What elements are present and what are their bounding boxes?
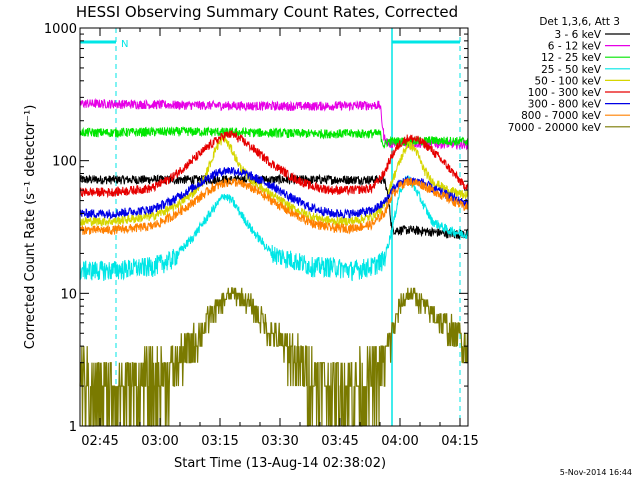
series-lines [79,97,469,427]
legend-label: 6 - 12 keV [548,41,602,53]
night-label: N [121,39,128,50]
y-tick-label: 100 [52,155,77,170]
y-tick-label: 10 [60,287,77,302]
x-tick-label: 03:00 [141,434,178,449]
y-axis-label: Corrected Count Rate (s⁻¹ detector⁻¹) [23,105,38,350]
series-line [79,130,469,199]
series-line [79,287,469,427]
x-tick-label: 04:00 [381,434,418,449]
legend-title: Det 1,3,6, Att 3 [539,16,620,28]
legend-label: 25 - 50 keV [541,64,602,76]
legend-label: 100 - 300 keV [528,87,602,99]
x-tick-label: 02:45 [81,434,118,449]
series-line [79,133,469,228]
legend-label: 12 - 25 keV [541,52,602,64]
legend-label: 300 - 800 keV [528,99,602,111]
x-tick-label: 03:45 [321,434,358,449]
x-tick-label: 04:15 [441,434,478,449]
series-line [79,177,469,236]
legend-label: 800 - 7000 keV [521,110,602,122]
chart-title: HESSI Observing Summary Count Rates, Cor… [76,3,458,21]
legend-label: 50 - 100 keV [534,75,601,87]
legend-label: 7000 - 20000 keV [508,122,602,134]
legend-label: 3 - 6 keV [554,29,601,41]
plot-frame [79,27,469,427]
x-tick-label: 03:30 [261,434,298,449]
footer-date: 5-Nov-2014 16:44 [560,468,632,477]
series-line [79,167,469,220]
y-tick-label: 1 [69,420,77,435]
series-line [79,173,469,240]
x-axis-label: Start Time (13-Aug-14 02:38:02) [174,456,386,471]
x-tick-label: 03:15 [201,434,238,449]
y-tick-label: 1000 [44,22,77,37]
plot-axes: 02:45 03:00 03:15 03:30 03:45 04:00 04:15 1 10 10… [44,22,479,449]
tick-marks [79,27,468,427]
